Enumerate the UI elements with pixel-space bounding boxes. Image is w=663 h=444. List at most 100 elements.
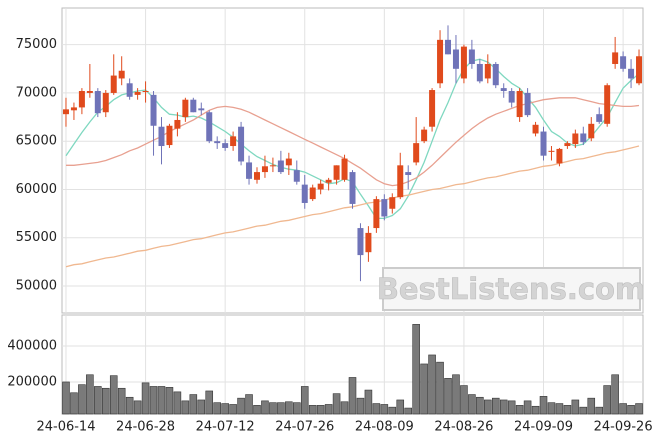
candle-body (309, 187, 316, 200)
candle-body (604, 85, 611, 124)
candle-body (246, 162, 253, 179)
x-tick-label: 24-09-09 (514, 420, 573, 435)
volume-bar (253, 405, 261, 415)
candle-body (349, 172, 356, 204)
candle-body (468, 49, 475, 64)
watermark: BestListens.com (377, 272, 645, 306)
candle-body (166, 125, 173, 146)
candle-body (532, 124, 539, 134)
candle-body (62, 109, 69, 115)
volume-bar (619, 403, 627, 415)
candle-body (333, 165, 340, 180)
volume-bar (277, 402, 285, 415)
watermark-box (382, 267, 641, 311)
candle-body (484, 63, 491, 79)
volume-bar (293, 402, 301, 415)
y-tick-label: 400000 (7, 338, 57, 353)
candle-body (445, 39, 452, 55)
candle-body (429, 90, 436, 127)
volume-bar (78, 384, 86, 415)
candle-body (460, 46, 467, 79)
y-tick-label: 55000 (16, 230, 57, 245)
candle-body (293, 170, 300, 182)
candle-body (94, 91, 101, 114)
volume-bar (173, 391, 182, 415)
volume-bar (539, 396, 548, 415)
candle-body (253, 172, 260, 180)
volume-bar (86, 374, 94, 415)
volume-bar (316, 405, 325, 415)
volume-bar (491, 397, 500, 415)
volume-bar (635, 403, 643, 415)
candle-body (102, 92, 109, 113)
volume-bar (436, 361, 444, 415)
price-frame (61, 7, 644, 314)
candle-body (580, 133, 587, 143)
candle-body (110, 75, 117, 93)
x-tick-label: 24-06-14 (36, 420, 95, 435)
volume-bar (141, 382, 150, 415)
volume-bar (125, 396, 134, 415)
candle-body (373, 199, 380, 229)
volume-bar (555, 403, 564, 415)
volume-bar (531, 405, 540, 415)
candle-body (413, 143, 420, 163)
volume-bar (507, 400, 516, 415)
candle-body (500, 88, 507, 92)
candle-body (405, 172, 412, 175)
candle-body (540, 131, 547, 156)
candle-body (317, 183, 324, 190)
volume-bar (523, 400, 532, 415)
volume-bar (547, 402, 556, 415)
candle-body (588, 123, 595, 139)
volume-bar (221, 403, 229, 415)
candle-body (636, 56, 643, 84)
candle-body (230, 136, 237, 147)
candle-body (476, 63, 483, 82)
candle-body (397, 165, 404, 198)
candle-body (182, 99, 189, 118)
candle-body (214, 141, 221, 144)
volume-bar (476, 396, 484, 415)
candle-body (134, 91, 141, 95)
volume-bar (70, 392, 78, 415)
volume-bar (380, 404, 389, 415)
x-tick-label: 24-08-09 (355, 420, 414, 435)
candle-body (78, 91, 85, 108)
volume-bar (460, 385, 468, 415)
volume-bar (269, 402, 277, 415)
x-tick-label: 24-06-28 (116, 420, 175, 435)
volume-bar (229, 404, 237, 415)
volume-bar (165, 387, 174, 415)
candle-body (301, 184, 308, 203)
volume-bar (372, 403, 381, 415)
candle-body (325, 179, 332, 183)
volume-bar (340, 401, 349, 415)
volume-bar (452, 374, 460, 415)
candle-body (365, 232, 372, 253)
x-tick-label: 24-08-26 (434, 420, 493, 435)
volume-bar (94, 386, 102, 415)
candle-body (628, 68, 635, 79)
volume-bar (308, 405, 317, 415)
volume-bar (189, 394, 198, 415)
candle-body (198, 108, 205, 111)
volume-bar (133, 400, 142, 415)
candle-body (357, 228, 364, 256)
candle-body (421, 129, 428, 142)
volume-bar (484, 399, 492, 415)
volume-bar (364, 389, 373, 415)
candle-body (516, 91, 523, 118)
volume-bar (149, 386, 158, 415)
volume-bar (428, 354, 436, 415)
candle-body (572, 133, 579, 145)
y-tick-label: 50000 (16, 278, 57, 293)
y-tick-label: 70000 (16, 85, 57, 100)
volume-bar (515, 405, 524, 415)
volume-bar (571, 399, 580, 415)
volume-bar (332, 393, 341, 415)
volume-bar (324, 404, 333, 415)
y-tick-label: 75000 (16, 37, 57, 52)
